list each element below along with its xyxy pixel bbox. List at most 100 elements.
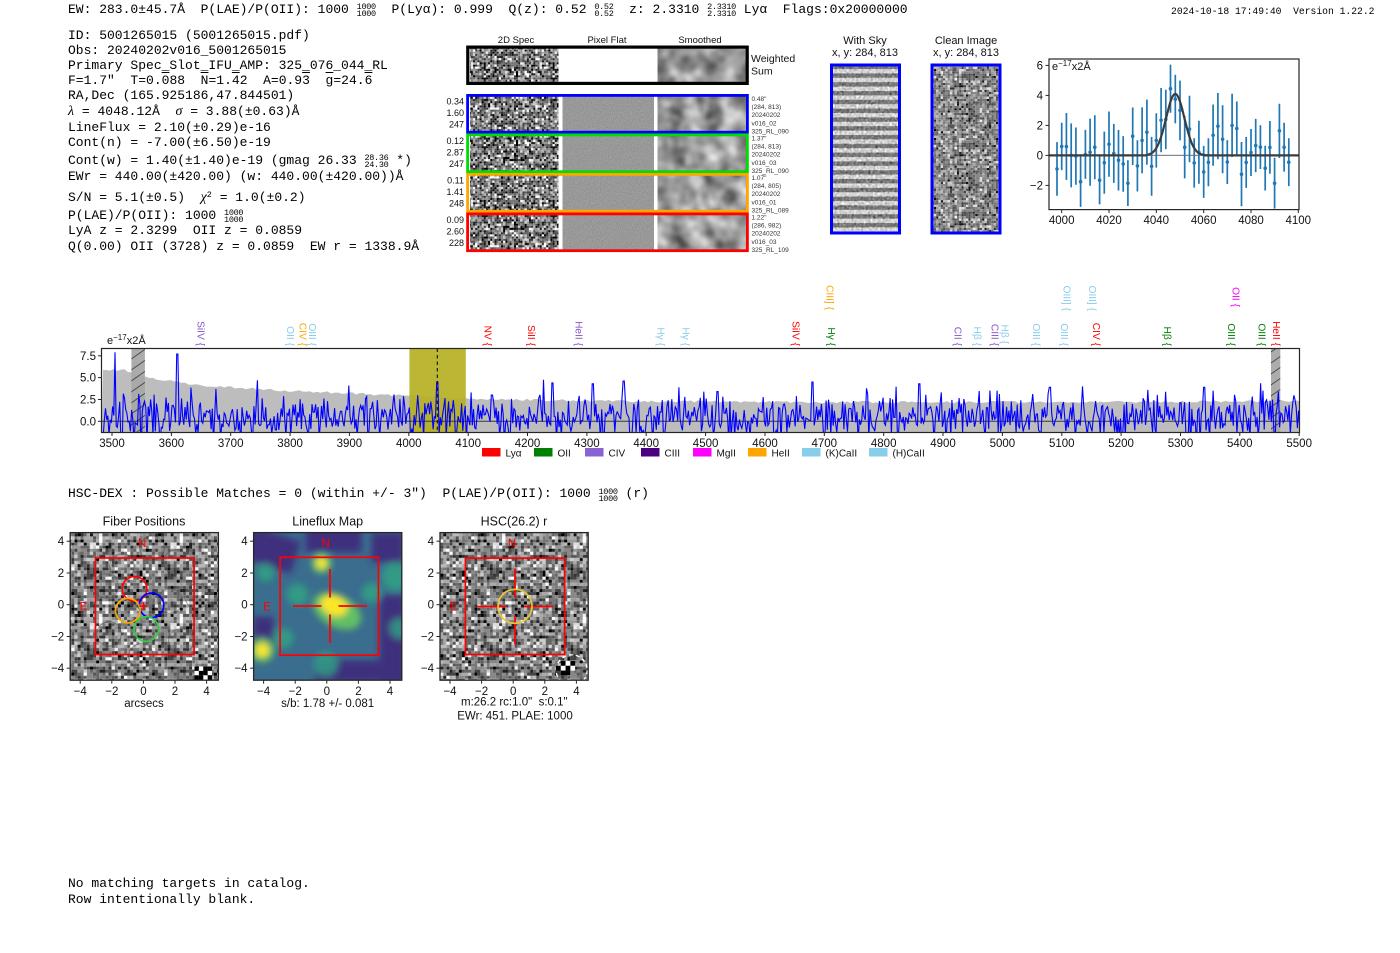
svg-text:NV {: NV { [482, 326, 493, 347]
svg-text:(H)CaII: (H)CaII [893, 449, 925, 460]
svg-text:247: 247 [449, 159, 464, 169]
svg-text:0: 0 [241, 600, 247, 612]
svg-text:4300: 4300 [574, 438, 600, 450]
svg-text:Hβ {: Hβ { [999, 325, 1010, 345]
svg-text:(284, 813): (284, 813) [752, 104, 782, 111]
svg-text:0.11: 0.11 [447, 176, 464, 186]
svg-text:−2: −2 [475, 686, 488, 698]
svg-text:(284, 805): (284, 805) [752, 183, 782, 190]
svg-text:248: 248 [449, 198, 464, 208]
svg-text:OII {: OII { [284, 326, 295, 346]
svg-text:Hγ {: Hγ { [825, 327, 836, 346]
svg-text:4200: 4200 [515, 438, 541, 450]
svg-text:1.60: 1.60 [446, 108, 464, 118]
svg-text:2: 2 [428, 568, 434, 580]
svg-text:2: 2 [241, 568, 247, 580]
svg-text:2: 2 [172, 686, 178, 698]
svg-text:−2: −2 [105, 686, 118, 698]
svg-text:2.60: 2.60 [446, 226, 464, 236]
svg-text:4100: 4100 [455, 438, 481, 450]
svg-text:4000: 4000 [1049, 215, 1075, 227]
svg-text:−4: −4 [443, 686, 457, 698]
svg-text:(K)CaII: (K)CaII [826, 449, 858, 460]
svg-text:5.0: 5.0 [80, 373, 96, 385]
svg-text:325_RL_089: 325_RL_089 [752, 207, 790, 214]
svg-text:0.12: 0.12 [446, 136, 464, 146]
svg-text:SiII {: SiII { [525, 325, 536, 347]
svg-text:HeII {: HeII { [1270, 321, 1281, 347]
svg-text:4700: 4700 [812, 438, 838, 450]
svg-text:−2: −2 [51, 632, 64, 644]
svg-text:m:26.2 rc:1.0" s:0.1": m:26.2 rc:1.0" s:0.1" [461, 697, 568, 709]
svg-text:CIII] {: CIII] { [824, 285, 835, 311]
svg-text:HeII: HeII [772, 449, 790, 460]
svg-text:4040: 4040 [1144, 215, 1170, 227]
svg-text:e−17x2Å: e−17x2Å [1052, 59, 1091, 73]
svg-text:4100: 4100 [1286, 215, 1312, 227]
svg-text:4: 4 [203, 686, 210, 698]
svg-text:3600: 3600 [159, 438, 185, 450]
svg-text:CIV {: CIV { [1090, 323, 1101, 347]
svg-text:2: 2 [355, 686, 361, 698]
svg-text:0: 0 [58, 600, 64, 612]
svg-text:2: 2 [58, 568, 64, 580]
svg-text:20240202: 20240202 [752, 112, 781, 119]
svg-text:1.37": 1.37" [752, 136, 768, 143]
svg-text:OIII {: OIII { [1030, 323, 1041, 346]
svg-text:20240202: 20240202 [752, 231, 781, 238]
svg-text:5000: 5000 [990, 438, 1016, 450]
svg-text:5100: 5100 [1049, 438, 1075, 450]
svg-text:4: 4 [58, 536, 65, 548]
svg-text:20240202: 20240202 [752, 152, 781, 159]
svg-text:CIII {: CIII { [989, 324, 1000, 347]
svg-text:0.48": 0.48" [752, 96, 768, 103]
svg-text:Lineflux Map: Lineflux Map [292, 515, 363, 529]
svg-text:2: 2 [1037, 120, 1043, 132]
svg-text:3800: 3800 [277, 438, 303, 450]
svg-text:0: 0 [510, 686, 516, 698]
svg-text:OII: OII [558, 449, 571, 460]
svg-text:4900: 4900 [930, 438, 956, 450]
svg-text:v016_02: v016_02 [752, 120, 777, 127]
svg-text:N: N [138, 538, 146, 550]
svg-text:OIII {: OIII { [1225, 323, 1236, 346]
svg-text:7.5: 7.5 [80, 351, 96, 363]
svg-text:CIV {: CIV { [297, 323, 308, 347]
svg-text:5500: 5500 [1286, 438, 1312, 450]
svg-text:1.22": 1.22" [752, 215, 768, 222]
svg-text:CIII: CIII [665, 449, 681, 460]
svg-text:−2: −2 [234, 632, 247, 644]
svg-text:CII {: CII { [952, 327, 963, 347]
svg-text:228: 228 [449, 238, 464, 248]
svg-text:5300: 5300 [1168, 438, 1194, 450]
svg-text:−4: −4 [257, 686, 271, 698]
svg-text:OIII] {: OIII] { [1086, 286, 1097, 312]
svg-text:4000: 4000 [396, 438, 422, 450]
svg-text:4: 4 [573, 686, 580, 698]
svg-text:HSC(26.2) r: HSC(26.2) r [481, 515, 548, 529]
svg-text:Hγ {: Hγ { [680, 327, 691, 346]
svg-text:0.34: 0.34 [446, 97, 464, 107]
svg-text:4: 4 [387, 686, 394, 698]
svg-text:EWr: 451. PLAE: 1000: EWr: 451. PLAE: 1000 [457, 711, 573, 723]
svg-text:N: N [321, 538, 329, 550]
svg-text:247: 247 [449, 119, 464, 129]
svg-text:Fiber Positions: Fiber Positions [103, 515, 186, 529]
svg-text:v016_03: v016_03 [752, 160, 777, 167]
svg-text:Sum: Sum [751, 66, 773, 78]
svg-text:−4: −4 [234, 663, 248, 675]
svg-text:s/b: 1.78 +/- 0.081: s/b: 1.78 +/- 0.081 [281, 698, 374, 710]
svg-text:N: N [508, 538, 516, 550]
svg-text:v016_01: v016_01 [752, 199, 777, 206]
svg-text:4: 4 [1037, 90, 1044, 102]
svg-text:Weighted: Weighted [751, 53, 795, 65]
svg-text:OIII] {: OIII] { [1061, 286, 1072, 312]
svg-text:CIV: CIV [609, 449, 626, 460]
svg-text:6: 6 [1037, 60, 1043, 72]
svg-text:5400: 5400 [1227, 438, 1253, 450]
svg-text:x, y: 284, 813: x, y: 284, 813 [933, 47, 999, 59]
svg-text:325_RL_090: 325_RL_090 [752, 128, 790, 135]
svg-text:SiIV {: SiIV { [195, 321, 206, 347]
svg-text:E: E [80, 602, 88, 614]
svg-text:4: 4 [428, 536, 435, 548]
